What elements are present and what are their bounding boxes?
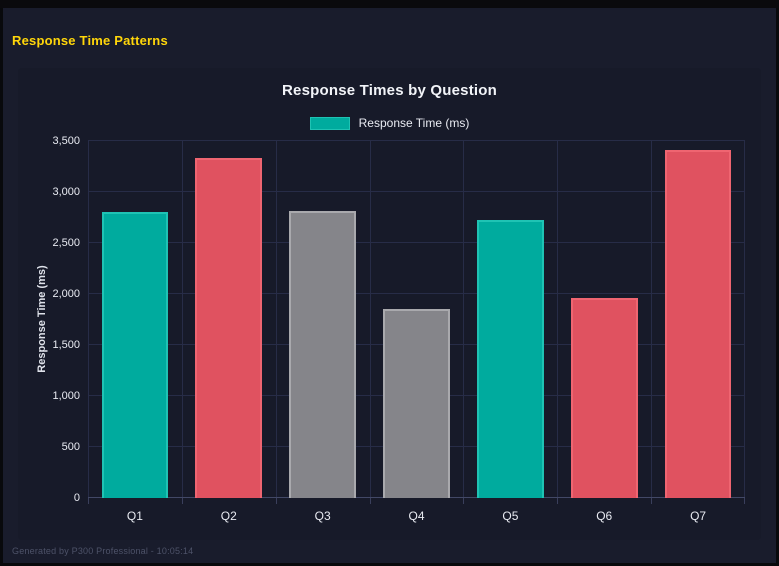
y-tick-label: 3,000: [52, 186, 80, 198]
x-tick-label-q6: Q6: [596, 509, 613, 523]
legend-label: Response Time (ms): [358, 116, 470, 130]
x-axis-tick: [88, 498, 89, 504]
y-tick-label: 0: [73, 492, 80, 504]
y-tick-label: 2,000: [52, 288, 80, 301]
x-axis-tick: [651, 498, 653, 504]
gridline-horizontal: [88, 242, 745, 243]
gridline-horizontal: [88, 191, 745, 192]
y-tick-label: 500: [61, 441, 80, 454]
page-title: Response Time Patterns: [12, 33, 168, 48]
x-tick-label-q3: Q3: [314, 509, 331, 523]
gridline-horizontal: [88, 140, 745, 141]
x-tick-label-q4: Q4: [408, 509, 425, 523]
gridline-vertical: [88, 141, 89, 498]
gridline-vertical: [369, 141, 371, 498]
chart-card: Response Times by Question Response Time…: [18, 68, 761, 540]
y-tick-label: 1,500: [52, 339, 80, 351]
gridline-vertical: [181, 141, 183, 498]
plot-area: 0 500 1,000 1,500 2,000 2,500 3,000 3,500: [52, 135, 745, 504]
x-tick-label-q5: Q5: [502, 509, 519, 523]
x-axis-tick: [463, 498, 465, 504]
gridline-vertical: [463, 141, 465, 498]
top-strip: [0, 0, 779, 8]
x-tick-label-q2: Q2: [220, 509, 237, 523]
x-tick-label-q7: Q7: [690, 509, 707, 523]
y-tick-label: 3,500: [52, 135, 80, 147]
x-axis-tick: [369, 498, 371, 504]
bar-q5[interactable]: [477, 219, 544, 498]
legend-swatch-icon: [309, 116, 350, 130]
gridline-vertical: [557, 141, 559, 498]
y-tick-label: 2,500: [52, 237, 80, 249]
bar-q7[interactable]: [664, 150, 732, 498]
footer-text: Generated by P300 Professional - 10:05:1…: [12, 546, 194, 556]
gridline-horizontal: [88, 293, 745, 294]
x-axis-tick: [557, 498, 559, 504]
x-axis-labels: Q1 Q2 Q3 Q4 Q5 Q6 Q7: [88, 509, 745, 523]
bar-q2[interactable]: [195, 158, 263, 498]
y-tick-label: 1,000: [52, 390, 80, 403]
page-background: Response Time Patterns Response Times by…: [3, 8, 776, 563]
x-tick-label-q1: Q1: [126, 509, 143, 523]
x-axis-tick: [744, 498, 745, 504]
bar-q1[interactable]: [101, 212, 169, 498]
gridline-vertical: [651, 141, 653, 498]
chart-legend[interactable]: Response Time (ms): [18, 115, 761, 131]
bar-q6[interactable]: [570, 298, 638, 498]
y-axis-title: Response Time (ms): [36, 265, 48, 373]
x-axis-tick: [275, 498, 277, 504]
x-axis-tick: [181, 498, 183, 504]
bar-q4[interactable]: [383, 308, 450, 498]
gridline-vertical: [744, 141, 745, 498]
bar-q3[interactable]: [289, 211, 356, 498]
chart-title: Response Times by Question: [282, 82, 497, 99]
gridline-vertical: [275, 141, 277, 498]
